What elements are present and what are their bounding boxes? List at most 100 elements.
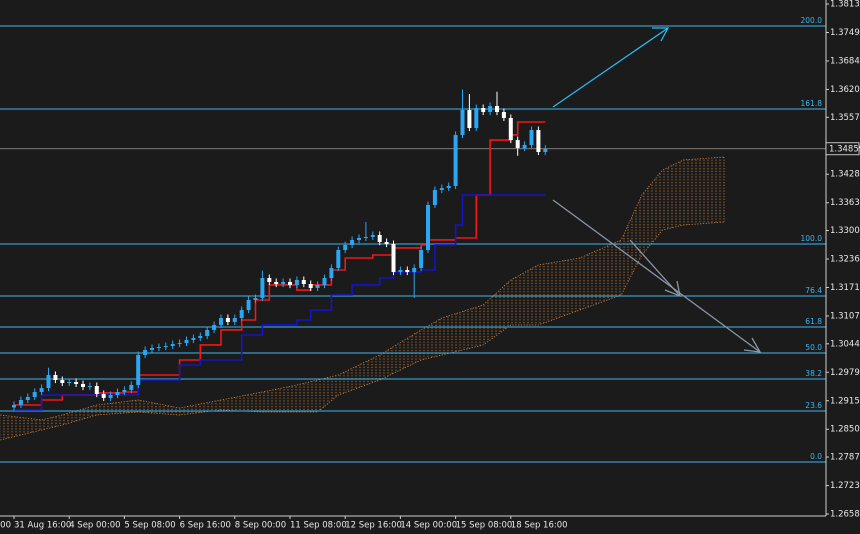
candle-body <box>405 270 410 272</box>
candle-body <box>184 339 189 343</box>
candle-body <box>163 346 168 348</box>
y-tick-label: 1.37492 <box>830 28 860 38</box>
fib-label: 38.2 <box>805 369 822 378</box>
candle-body <box>281 281 286 285</box>
candle-body <box>170 344 175 347</box>
x-tick-label: 15 Sep 08:00 <box>456 521 513 531</box>
y-tick-label: 1.30442 <box>830 339 860 349</box>
arrow-down <box>552 199 761 353</box>
candle-body <box>543 148 548 152</box>
arrow-down-2 <box>629 239 681 297</box>
candle-body <box>515 140 520 149</box>
tenkan-line <box>14 121 546 406</box>
candle-body <box>329 267 334 279</box>
candle-body <box>308 284 313 288</box>
y-tick-label: 1.26587 <box>830 510 860 520</box>
candle-body <box>363 236 368 238</box>
candle-body <box>467 109 472 129</box>
candle-body <box>343 244 348 251</box>
indicator-layer <box>14 121 546 411</box>
candle-body <box>94 386 99 394</box>
y-tick-label: 1.29152 <box>830 396 860 406</box>
candle-body <box>432 190 437 206</box>
candle-body <box>453 134 458 186</box>
candle-body <box>150 347 154 350</box>
y-tick-label: 1.36202 <box>830 85 860 95</box>
candle-body <box>481 108 486 112</box>
projection-arrows <box>552 27 762 353</box>
candle-body <box>508 117 513 141</box>
candle-body <box>101 393 106 398</box>
candle-body <box>377 234 382 243</box>
fib-label: 61.8 <box>805 317 822 326</box>
y-tick-label: 1.38137 <box>830 0 860 10</box>
candle-body <box>12 404 16 408</box>
candle-body <box>18 400 23 405</box>
candle-body <box>198 335 203 339</box>
cloud-edge <box>0 221 725 441</box>
candle-body <box>25 397 30 401</box>
y-tick-label: 1.29797 <box>830 368 860 378</box>
fib-label: 76.4 <box>805 286 822 295</box>
x-tick-label: 00 <box>0 521 11 531</box>
candle-body <box>474 108 479 129</box>
fib-label: 23.6 <box>805 401 822 410</box>
arrowhead <box>652 27 670 42</box>
y-tick-label: 1.27232 <box>830 481 860 491</box>
candle-body <box>419 250 424 268</box>
candle-body <box>391 244 396 272</box>
candle-body <box>191 338 196 340</box>
fibonacci-layer: 200.0 161.8 100.0 76.4 61.8 50.0 38.2 23.6 0.0 <box>0 16 826 463</box>
candle-body <box>536 129 541 152</box>
x-tick-label: 14 Sep 00:00 <box>400 521 457 531</box>
y-tick-label: 1.33637 <box>830 198 860 208</box>
candle-body <box>384 242 389 245</box>
candle-body <box>529 129 534 146</box>
current-price-label: 1.34859 <box>829 144 860 154</box>
candle-body <box>53 375 58 381</box>
arrow-up <box>552 27 669 108</box>
candle-body <box>398 270 403 272</box>
candle-body <box>426 205 430 251</box>
candle-body <box>177 342 182 345</box>
candle-body <box>288 281 292 285</box>
candle-body <box>39 387 44 393</box>
candle-body <box>143 349 148 356</box>
candle-body <box>32 392 37 398</box>
cloud-edge <box>0 156 725 421</box>
x-tick-label: 18 Sep 16:00 <box>511 521 568 531</box>
candle-body <box>322 278 327 285</box>
y-tick-label: 1.31072 <box>830 311 860 321</box>
fib-label: 100.0 <box>801 234 823 243</box>
candle-body <box>60 380 65 384</box>
candle-body <box>495 106 499 112</box>
candle-body <box>122 389 127 393</box>
y-tick-label: 1.35572 <box>830 113 860 123</box>
candle-body <box>336 250 341 268</box>
candle-body <box>239 310 244 319</box>
candle-body <box>246 299 251 311</box>
candle-body <box>260 278 265 299</box>
candle-body <box>350 239 355 245</box>
candle-body <box>67 381 72 384</box>
candle-body <box>488 106 493 112</box>
candle-body <box>232 318 237 322</box>
candle-body <box>225 318 230 322</box>
y-tick-label: 1.32362 <box>830 255 860 265</box>
x-tick-label: 31 Aug 16:00 <box>14 521 71 531</box>
y-tick-label: 1.27877 <box>830 453 860 463</box>
candle-body <box>74 381 79 384</box>
y-tick-label: 1.34282 <box>830 170 860 180</box>
candle-body <box>129 384 134 390</box>
x-tick-label: 11 Sep 08:00 <box>290 521 347 531</box>
x-tick-label: 4 Sep 00:00 <box>69 521 120 531</box>
candle-body <box>219 318 223 325</box>
candle-body <box>212 324 217 330</box>
fib-label: 200.0 <box>801 16 823 25</box>
x-tick-label: 12 Sep 16:00 <box>345 521 402 531</box>
y-tick-label: 1.33007 <box>830 226 860 236</box>
candle-body <box>370 234 375 237</box>
x-tick-label: 5 Sep 08:00 <box>124 521 175 531</box>
